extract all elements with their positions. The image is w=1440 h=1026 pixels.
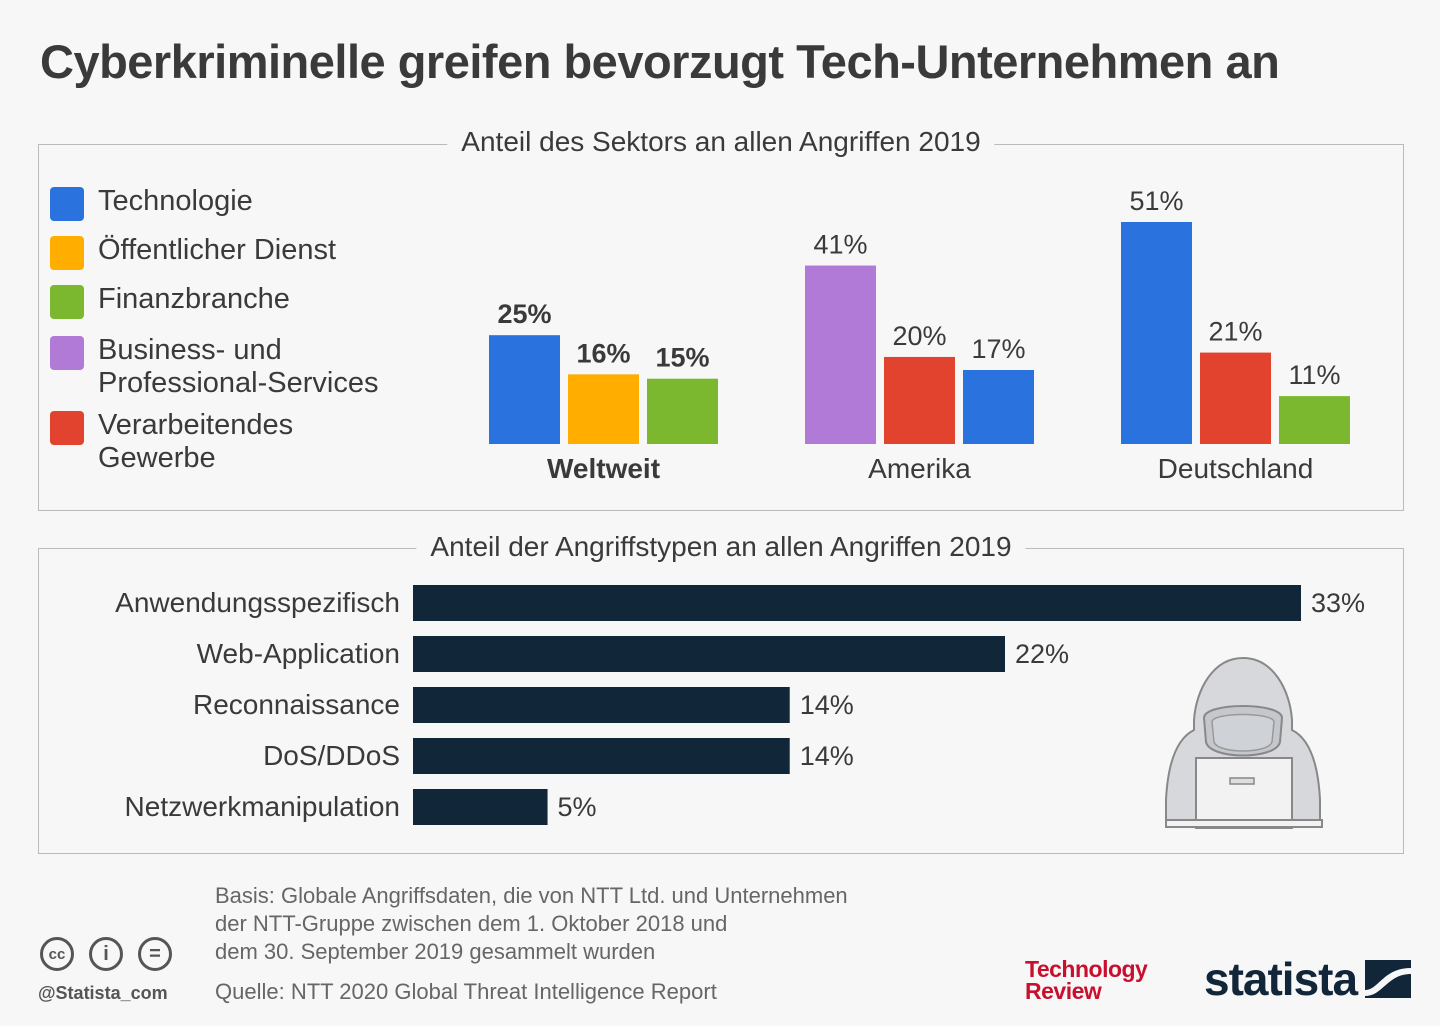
technology-review-logo: Technology Review <box>1025 956 1148 1004</box>
sector-panel-title: Anteil des Sektors an allen Angriffen 20… <box>447 126 995 158</box>
legend-item: Technologie <box>50 185 253 221</box>
legend-item: Öffentlicher Dienst <box>50 234 336 270</box>
technology-review-logo-line2: Review <box>1025 978 1102 1004</box>
legend-swatch-oeffentlicher-dienst <box>50 236 84 270</box>
basis-line-1: Basis: Globale Angriffsdaten, die von NT… <box>215 883 848 908</box>
no-derivatives-icon: = <box>138 937 172 971</box>
hacker-icon <box>1165 656 1323 829</box>
legend-swatch-technologie <box>50 187 84 221</box>
legend-swatch-finanzbranche <box>50 285 84 319</box>
legend-swatch-business-services <box>50 336 84 370</box>
legend-label: Verarbeitendes Gewerbe <box>98 409 294 474</box>
legend-item: Business- und Professional-Services <box>50 334 408 400</box>
basis-line-2: der NTT-Gruppe zwischen dem 1. Oktober 2… <box>215 911 728 936</box>
legend-label: Öffentlicher Dienst <box>98 234 337 266</box>
basis-line-3: dem 30. September 2019 gesammelt wurden <box>215 939 656 964</box>
legend-label: Finanzbranche <box>98 283 290 315</box>
statista-logo-mark <box>1365 960 1412 998</box>
legend-label: Technologie <box>98 185 253 217</box>
attack-type-panel-title: Anteil der Angriffstypen an allen Angrif… <box>416 531 1026 563</box>
technology-review-logo-line1: Technology <box>1025 956 1148 982</box>
attribution-icon-text: i <box>103 942 109 965</box>
legend-swatch-verarbeitendes-gewerbe <box>50 411 84 445</box>
chart-title: Cyberkriminelle greifen bevorzugt Tech-U… <box>40 35 1280 88</box>
statista-logo: statista <box>1204 952 1412 1006</box>
legend-item: Finanzbranche <box>50 283 290 319</box>
attribution-icon: i <box>89 937 123 971</box>
cc-icon-text: cc <box>48 945 66 963</box>
cc-license-icon: cc <box>40 937 74 971</box>
legend-label: Business- und Professional-Services <box>98 334 379 399</box>
source-text: Quelle: NTT 2020 Global Threat Intellige… <box>215 979 717 1004</box>
legend-item: Verarbeitendes Gewerbe <box>50 409 338 475</box>
statista-handle: @Statista_com <box>38 983 168 1003</box>
statista-logo-text: statista <box>1204 953 1358 1005</box>
no-derivatives-icon-text: = <box>149 942 161 965</box>
